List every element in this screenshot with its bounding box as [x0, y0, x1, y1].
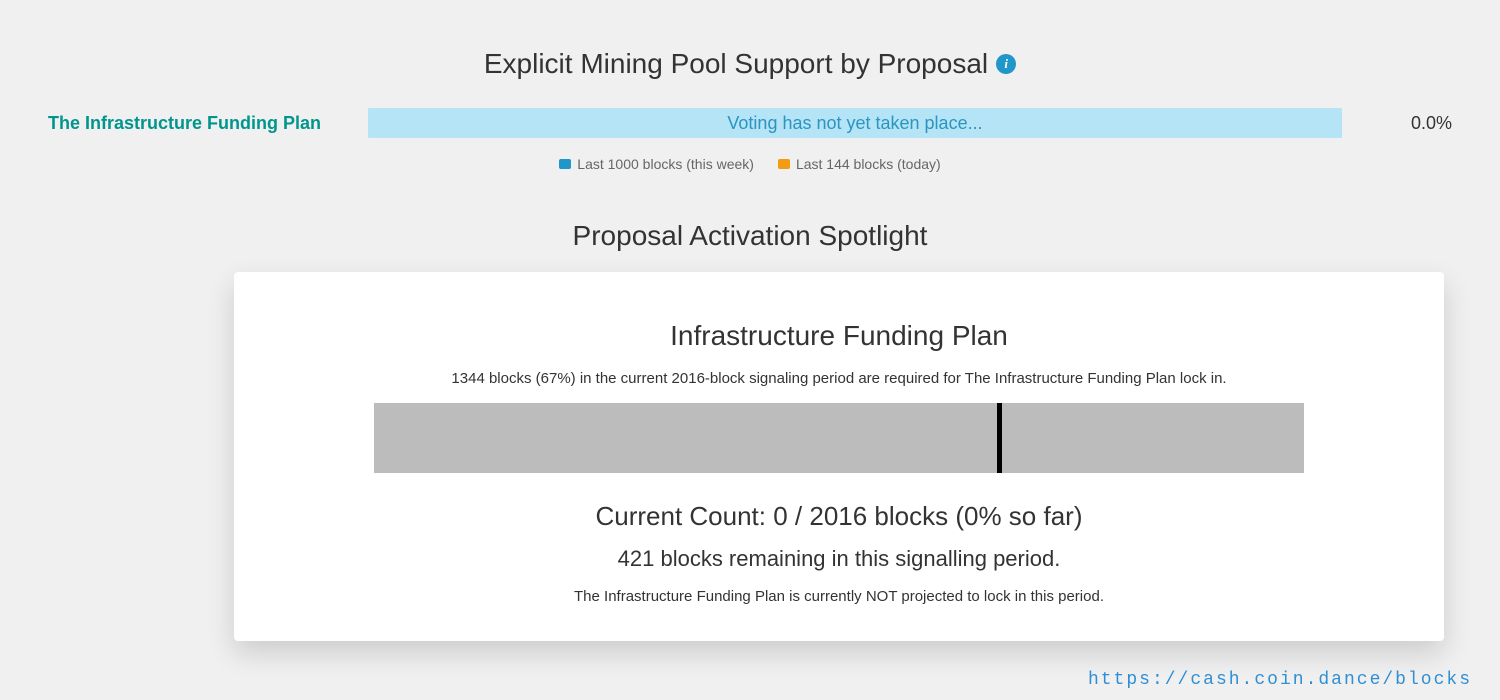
voting-bar-message: Voting has not yet taken place...	[727, 113, 982, 134]
legend-item-today[interactable]: Last 144 blocks (today)	[778, 156, 941, 172]
legend-row: Last 1000 blocks (this week) Last 144 bl…	[0, 156, 1500, 172]
legend-label-today: Last 144 blocks (today)	[796, 156, 941, 172]
support-title-text: Explicit Mining Pool Support by Proposal	[484, 48, 988, 80]
card-requirement: 1344 blocks (67%) in the current 2016-bl…	[234, 370, 1444, 387]
count-line: Current Count: 0 / 2016 blocks (0% so fa…	[234, 501, 1444, 532]
support-section-title: Explicit Mining Pool Support by Proposal…	[0, 0, 1500, 80]
proposal-name[interactable]: The Infrastructure Funding Plan	[48, 113, 368, 134]
info-icon[interactable]: i	[996, 54, 1016, 74]
spotlight-card: Infrastructure Funding Plan 1344 blocks …	[234, 272, 1444, 641]
legend-label-week: Last 1000 blocks (this week)	[577, 156, 754, 172]
percent-label: 0.0%	[1342, 113, 1452, 134]
source-url[interactable]: https://cash.coin.dance/blocks	[1088, 670, 1472, 690]
spotlight-section-title: Proposal Activation Spotlight	[0, 220, 1500, 252]
remaining-line: 421 blocks remaining in this signalling …	[234, 546, 1444, 572]
support-row: The Infrastructure Funding Plan Voting h…	[0, 108, 1500, 138]
activation-bar-wrap	[374, 403, 1304, 473]
activation-bar	[374, 403, 1304, 473]
voting-bar: Voting has not yet taken place...	[368, 108, 1342, 138]
legend-swatch-week	[559, 159, 571, 169]
projection-line: The Infrastructure Funding Plan is curre…	[234, 588, 1444, 605]
legend-item-week[interactable]: Last 1000 blocks (this week)	[559, 156, 754, 172]
threshold-marker	[997, 403, 1002, 473]
legend-swatch-today	[778, 159, 790, 169]
card-title: Infrastructure Funding Plan	[234, 320, 1444, 352]
